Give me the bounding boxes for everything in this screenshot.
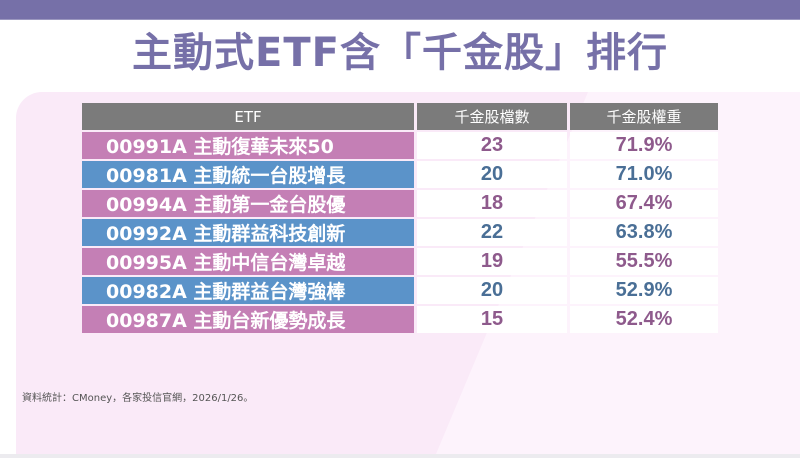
header-weight: 千金股權重	[570, 103, 718, 130]
header-count: 千金股檔數	[417, 103, 567, 130]
top-banner-bar	[0, 0, 800, 20]
stock-weight: 52.9%	[570, 277, 718, 304]
etf-ranking-table: ETF 千金股檔數 千金股權重 00991A 主動復華未來50 23 71.9%…	[79, 101, 721, 335]
header-etf: ETF	[82, 103, 414, 130]
stock-weight: 52.4%	[570, 306, 718, 333]
stock-count: 20	[417, 161, 567, 188]
table-row: 00987A 主動台新優勢成長 15 52.4%	[82, 306, 718, 333]
etf-name: 00994A 主動第一金台股優	[82, 190, 414, 217]
stock-count: 22	[417, 219, 567, 246]
stock-count: 18	[417, 190, 567, 217]
stock-count: 23	[417, 132, 567, 159]
etf-name: 00992A 主動群益科技創新	[82, 219, 414, 246]
table-row: 00982A 主動群益台灣強棒 20 52.9%	[82, 277, 718, 304]
table-row: 00994A 主動第一金台股優 18 67.4%	[82, 190, 718, 217]
table-row: 00992A 主動群益科技創新 22 63.8%	[82, 219, 718, 246]
page-title: 主動式ETF含「千金股」排行	[132, 30, 668, 76]
table-row: 00991A 主動復華未來50 23 71.9%	[82, 132, 718, 159]
etf-name: 00981A 主動統一台股增長	[82, 161, 414, 188]
etf-name: 00991A 主動復華未來50	[82, 132, 414, 159]
stock-weight: 71.9%	[570, 132, 718, 159]
stock-weight: 71.0%	[570, 161, 718, 188]
stock-weight: 55.5%	[570, 248, 718, 275]
etf-name: 00995A 主動中信台灣卓越	[82, 248, 414, 275]
bottom-divider	[0, 454, 800, 458]
table-row: 00995A 主動中信台灣卓越 19 55.5%	[82, 248, 718, 275]
stock-weight: 67.4%	[570, 190, 718, 217]
etf-name: 00982A 主動群益台灣強棒	[82, 277, 414, 304]
stock-count: 20	[417, 277, 567, 304]
source-note: 資料統計：CMoney，各家投信官網，2026/1/26。	[22, 393, 254, 404]
stock-count: 19	[417, 248, 567, 275]
etf-name: 00987A 主動台新優勢成長	[82, 306, 414, 333]
stock-weight: 63.8%	[570, 219, 718, 246]
table-header-row: ETF 千金股檔數 千金股權重	[82, 103, 718, 130]
stock-count: 15	[417, 306, 567, 333]
table-row: 00981A 主動統一台股增長 20 71.0%	[82, 161, 718, 188]
